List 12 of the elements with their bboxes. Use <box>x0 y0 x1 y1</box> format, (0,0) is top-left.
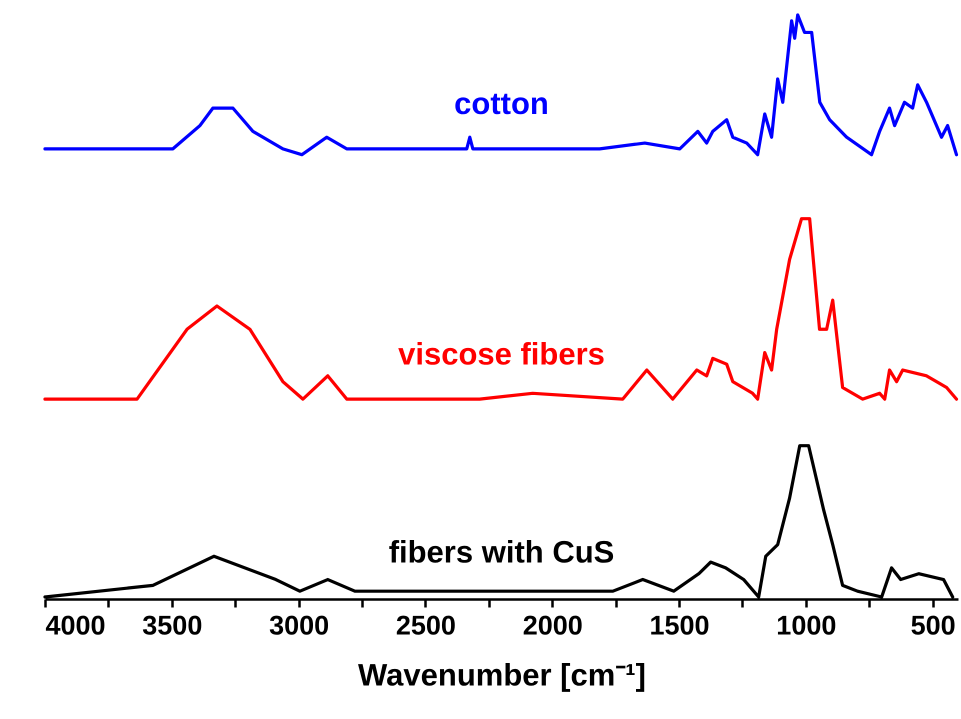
x-tick-label: 4000 <box>46 610 106 640</box>
x-tick-label: 1500 <box>649 610 710 640</box>
series-label: cotton <box>454 86 549 122</box>
x-tick-label: 2000 <box>522 610 583 640</box>
series-label: fibers with CuS <box>388 534 614 570</box>
x-tick-label: 3000 <box>269 610 330 640</box>
x-tick-label: 2500 <box>396 610 456 640</box>
x-tick-label: 500 <box>910 610 956 640</box>
x-tick-label: 3500 <box>142 610 202 640</box>
series-label: viscose fibers <box>398 336 605 372</box>
x-axis-title: Wavenumber [cm⁻¹] <box>358 658 646 692</box>
x-tick-label: 1000 <box>776 610 836 640</box>
